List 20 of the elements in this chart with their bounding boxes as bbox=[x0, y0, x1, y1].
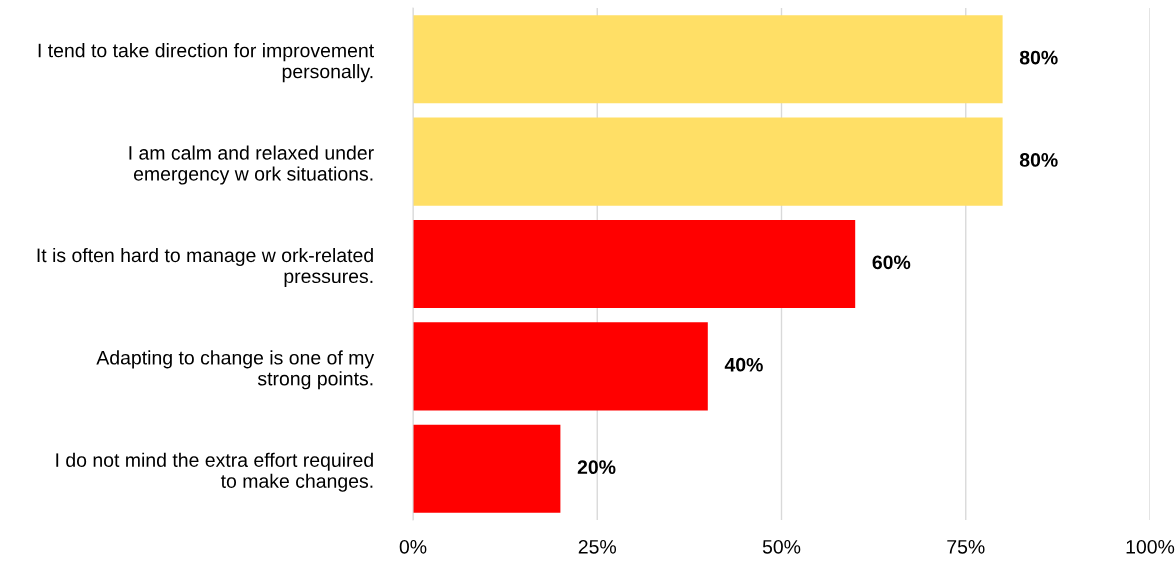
y-tick-label: I tend to take direction for improvement personally. bbox=[38, 43, 374, 83]
x-tick-label: 50% bbox=[762, 539, 801, 554]
y-tick-label: Adapting to change is one of my strong points. bbox=[96, 350, 375, 390]
y-tick-label: It is often hard to manage w ork-related pressures. bbox=[37, 247, 373, 287]
data-label: 80% bbox=[1019, 50, 1058, 65]
data-label: 80% bbox=[1019, 153, 1058, 167]
x-tick-label: 0% bbox=[399, 539, 427, 554]
bar bbox=[413, 117, 1003, 206]
data-label: 60% bbox=[872, 255, 911, 270]
bar bbox=[413, 219, 856, 309]
x-tick-label: 25% bbox=[578, 539, 617, 554]
bar bbox=[413, 15, 1003, 104]
bar bbox=[413, 322, 708, 411]
x-tick-label: 75% bbox=[947, 540, 985, 554]
data-label: 40% bbox=[724, 357, 763, 372]
x-tick-label: 100% bbox=[1126, 539, 1175, 554]
y-tick-label: I do not mind the extra effort required to make changes. bbox=[56, 452, 373, 492]
y-tick-label: I am calm and relaxed under emergency w ork situations. bbox=[129, 145, 374, 185]
bar bbox=[413, 424, 561, 513]
data-label: 20% bbox=[577, 460, 616, 475]
